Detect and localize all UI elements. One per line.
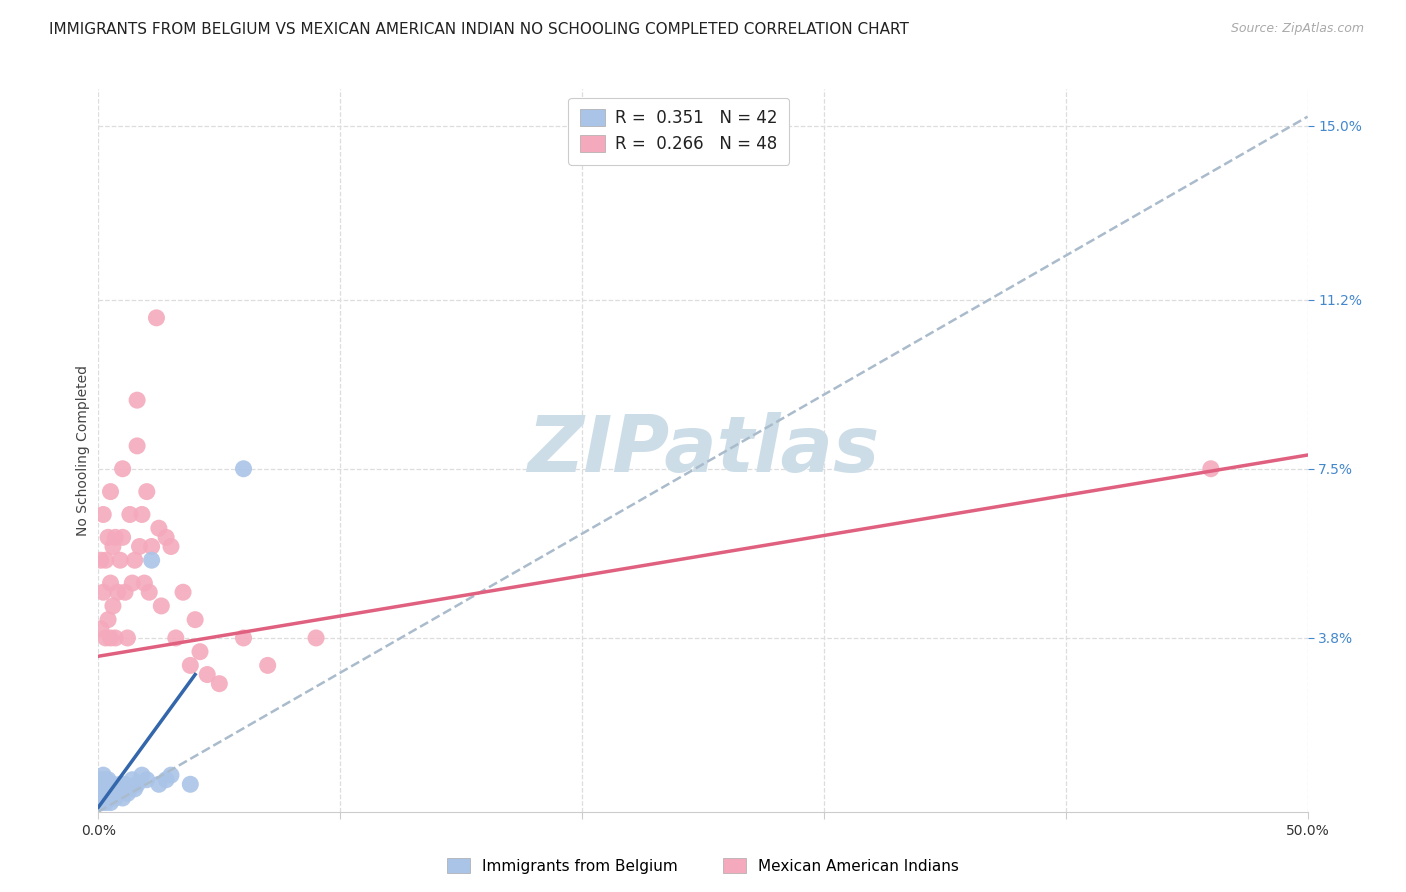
Point xyxy=(135,484,157,499)
Point xyxy=(91,508,114,522)
Point xyxy=(179,658,201,673)
Point xyxy=(232,462,254,476)
Point xyxy=(114,585,136,599)
Point xyxy=(94,781,117,796)
Point xyxy=(188,645,211,659)
Point xyxy=(91,796,114,810)
Point xyxy=(101,599,124,613)
Point xyxy=(117,631,139,645)
Point xyxy=(101,791,124,805)
Point xyxy=(117,786,139,800)
Point xyxy=(108,553,131,567)
Point xyxy=(179,777,201,791)
Point xyxy=(104,781,127,796)
Point xyxy=(160,768,183,782)
Point xyxy=(91,791,114,805)
Point xyxy=(89,781,111,796)
Point xyxy=(127,393,149,408)
Point xyxy=(90,791,112,805)
Point xyxy=(256,658,278,673)
Point xyxy=(100,576,122,591)
Point xyxy=(305,631,328,645)
Point xyxy=(97,613,120,627)
Point xyxy=(104,530,127,544)
Point xyxy=(90,786,112,800)
Point xyxy=(124,553,146,567)
Point xyxy=(155,530,177,544)
Point xyxy=(155,772,177,787)
Point xyxy=(141,553,163,567)
Point xyxy=(131,768,153,782)
Point xyxy=(100,796,122,810)
Point xyxy=(124,781,146,796)
Legend: Immigrants from Belgium, Mexican American Indians: Immigrants from Belgium, Mexican America… xyxy=(440,852,966,880)
Point xyxy=(127,777,149,791)
Point xyxy=(91,781,114,796)
Point xyxy=(94,553,117,567)
Text: Source: ZipAtlas.com: Source: ZipAtlas.com xyxy=(1230,22,1364,36)
Point xyxy=(134,576,156,591)
Point xyxy=(94,786,117,800)
Text: ZIPatlas: ZIPatlas xyxy=(527,412,879,489)
Point xyxy=(195,667,218,681)
Point xyxy=(94,631,117,645)
Point xyxy=(108,777,131,791)
Point xyxy=(114,777,136,791)
Point xyxy=(121,772,143,787)
Point xyxy=(1199,462,1222,476)
Point xyxy=(90,622,112,636)
Point xyxy=(208,676,231,690)
Point xyxy=(145,310,167,325)
Point xyxy=(90,553,112,567)
Point xyxy=(91,768,114,782)
Point xyxy=(90,772,112,787)
Point xyxy=(100,484,122,499)
Point xyxy=(104,791,127,805)
Point xyxy=(172,585,194,599)
Point xyxy=(184,613,207,627)
Point xyxy=(118,781,141,796)
Point xyxy=(97,781,120,796)
Point xyxy=(107,585,129,599)
Point xyxy=(97,530,120,544)
Point xyxy=(101,777,124,791)
Point xyxy=(97,772,120,787)
Text: IMMIGRANTS FROM BELGIUM VS MEXICAN AMERICAN INDIAN NO SCHOOLING COMPLETED CORREL: IMMIGRANTS FROM BELGIUM VS MEXICAN AMERI… xyxy=(49,22,910,37)
Point xyxy=(148,521,170,535)
Point xyxy=(148,777,170,791)
Point xyxy=(121,576,143,591)
Point xyxy=(91,585,114,599)
Point xyxy=(138,585,160,599)
Point xyxy=(111,462,134,476)
Point xyxy=(104,631,127,645)
Point xyxy=(91,777,114,791)
Y-axis label: No Schooling Completed: No Schooling Completed xyxy=(76,365,90,536)
Point xyxy=(101,540,124,554)
Point xyxy=(100,786,122,800)
Point xyxy=(97,791,120,805)
Point xyxy=(91,777,114,791)
Point xyxy=(100,777,122,791)
Point xyxy=(94,796,117,810)
Point xyxy=(131,508,153,522)
Point xyxy=(118,508,141,522)
Point xyxy=(111,791,134,805)
Legend: R =  0.351   N = 42, R =  0.266   N = 48: R = 0.351 N = 42, R = 0.266 N = 48 xyxy=(568,97,789,165)
Point xyxy=(111,781,134,796)
Point xyxy=(150,599,173,613)
Point xyxy=(111,530,134,544)
Point xyxy=(160,540,183,554)
Point xyxy=(165,631,187,645)
Point xyxy=(232,631,254,645)
Point xyxy=(135,772,157,787)
Point xyxy=(94,772,117,787)
Point xyxy=(141,540,163,554)
Point xyxy=(128,540,150,554)
Point xyxy=(100,631,122,645)
Point xyxy=(107,786,129,800)
Point xyxy=(127,439,149,453)
